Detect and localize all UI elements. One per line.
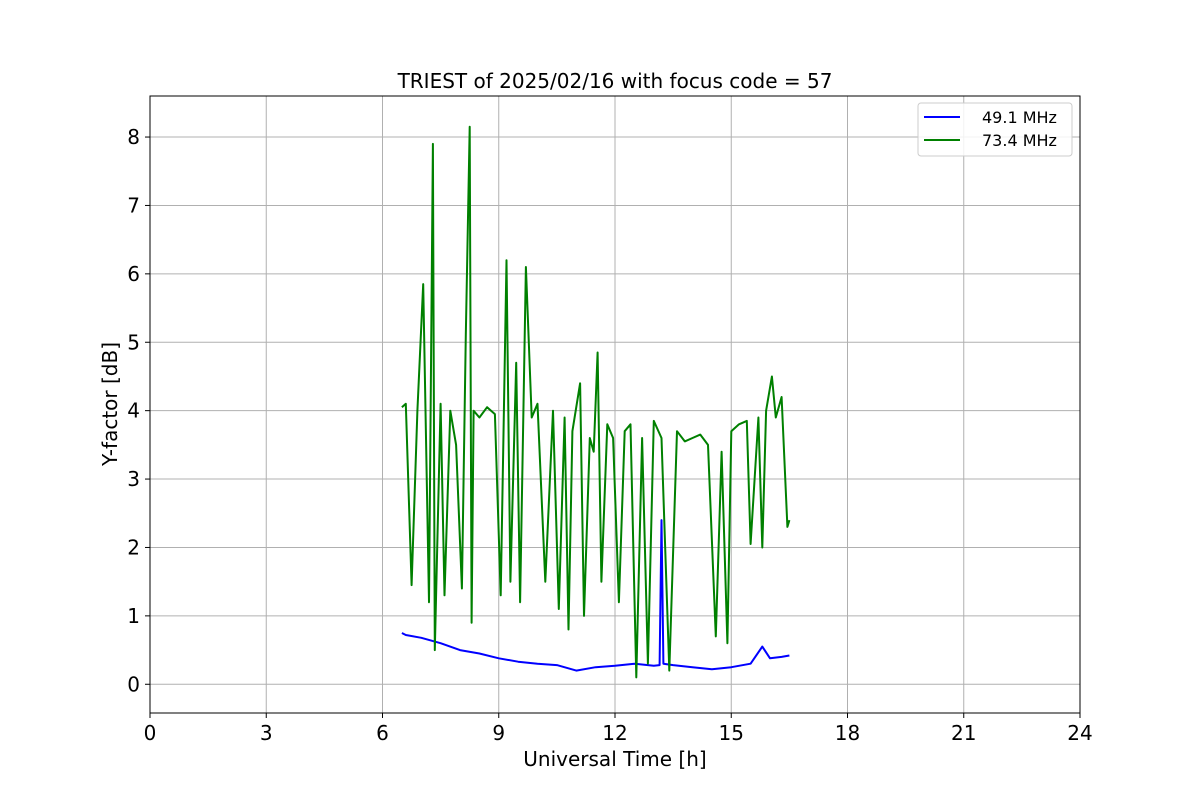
series-line-73-4-mhz [401,125,791,679]
x-tick-label: 15 [719,721,744,745]
x-tick-label: 3 [260,721,273,745]
x-tick-label: 21 [951,721,976,745]
x-tick-label: 9 [492,721,505,745]
y-tick-label: 2 [127,535,140,559]
x-tick-label: 18 [835,721,860,745]
chart-title: TRIEST of 2025/02/16 with focus code = 5… [397,69,833,93]
y-axis-label: Y-factor [dB] [98,342,122,467]
y-tick-label: 0 [127,672,140,696]
y-tick-label: 3 [127,467,140,491]
y-tick-label: 4 [127,399,140,423]
x-tick-label: 12 [602,721,627,745]
y-tick-label: 1 [127,604,140,628]
x-tick-label: 0 [144,721,157,745]
x-tick-label: 24 [1067,721,1092,745]
legend: 49.1 MHz 73.4 MHz [917,102,1073,157]
plot-series [401,125,791,679]
legend-label-49-1: 49.1 MHz [982,108,1057,127]
x-tick-label: 6 [376,721,389,745]
series-line-49-1-mhz [401,519,790,672]
legend-label-73-4: 73.4 MHz [982,131,1057,150]
y-tick-label: 5 [127,330,140,354]
y-tick-label: 8 [127,125,140,149]
y-tick-label: 6 [127,262,140,286]
y-tick-label: 7 [127,193,140,217]
x-axis-label: Universal Time [h] [523,747,706,771]
